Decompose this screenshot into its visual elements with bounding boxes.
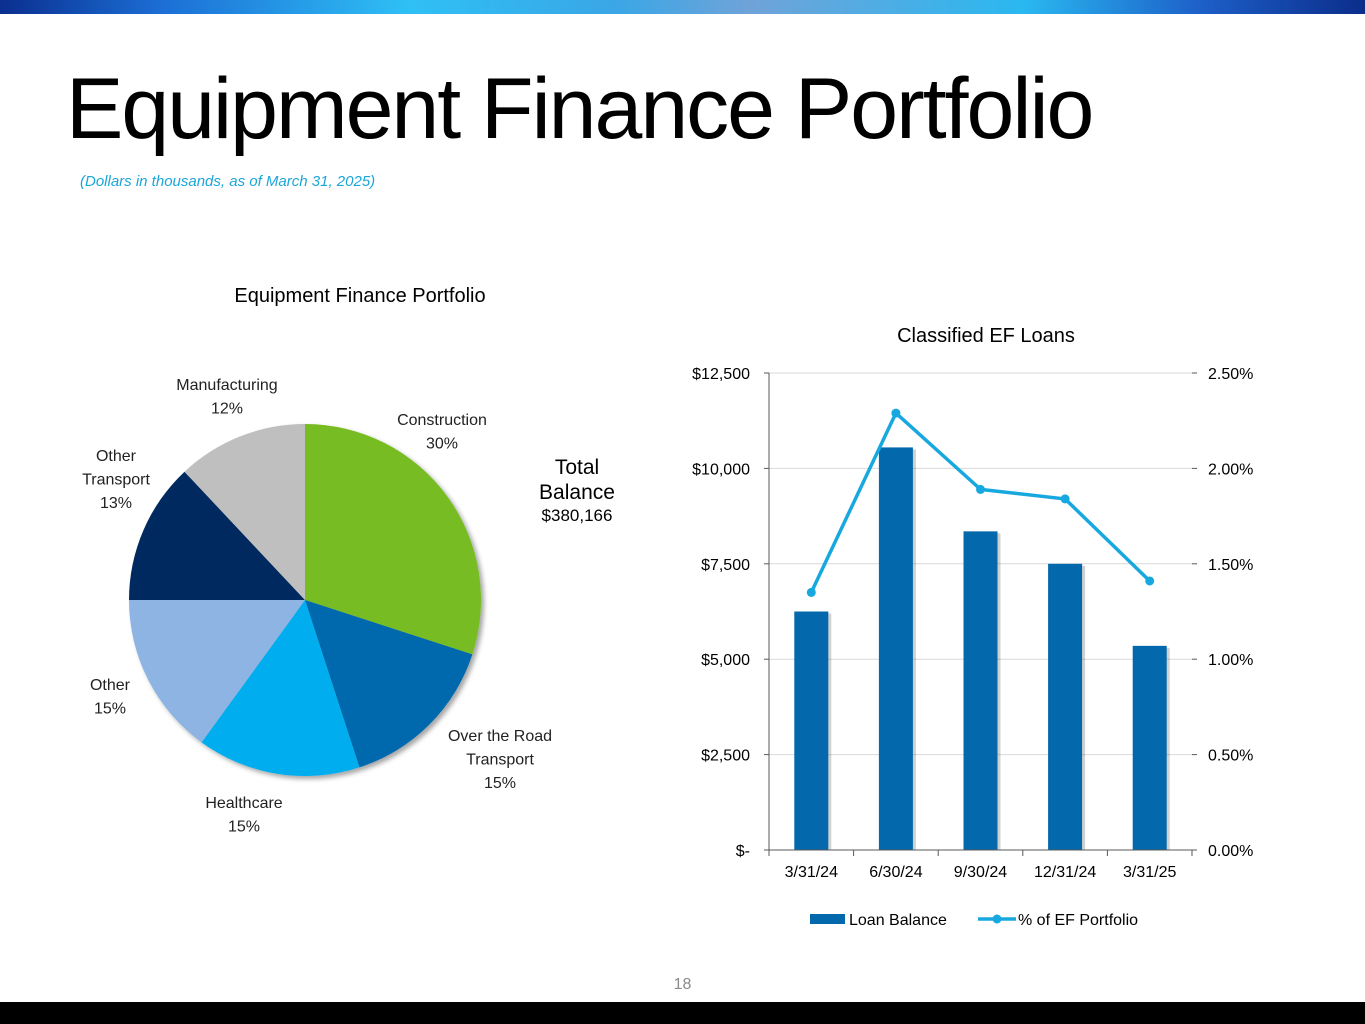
y-left-tick-label: $7,500 [701,557,750,574]
pie-label-manufacturing: Manufacturing 12% [176,377,277,418]
pie-label-over-the-road-transport: Over the Road Transport 15% [448,728,552,792]
page-title: Equipment Finance Portfolio [66,61,1094,157]
pie-label-other-transport: Other Transport 13% [82,448,150,512]
pie-label-healthcare: Healthcare 15% [205,795,282,836]
pie-slice-over-the-road-transport [305,600,473,768]
bar-6-30-24 [878,447,913,850]
x-tick-label: 3/31/24 [785,864,838,881]
y-right-tick-label: 1.50% [1208,557,1253,574]
y-left-tick-label: $12,500 [692,366,750,383]
y-right-tick-label: 1.00% [1208,652,1253,669]
x-tick-label: 3/31/25 [1123,864,1176,881]
bottom-bar [0,1002,1365,1024]
line-point-3-31-24 [806,587,816,597]
legend-marker-pct-ef-portfolio [992,914,1002,924]
top-accent-bar [0,0,1365,14]
legend-swatch-loan-balance [810,914,845,924]
pie-slice-healthcare [201,600,360,777]
line-point-3-31-25 [1145,576,1155,586]
total-balance-value: $380,166 [541,506,613,525]
pie-chart: Construction 30% Over the Road Transport 15%… [82,377,552,836]
line-point-9-30-24 [976,484,985,494]
page-number: 18 [673,976,692,993]
bar-3-31-24 [794,611,829,850]
line-point-12-31-24 [1060,494,1070,504]
x-tick-label: 12/31/24 [1034,864,1096,881]
y-left-tick-label: $10,000 [692,461,750,478]
pie-slice-manufacturing [184,424,305,600]
pie-slice-other [128,600,305,743]
pie-chart-title: Equipment Finance Portfolio [234,285,486,307]
y-right-tick-label: 0.50% [1208,748,1253,765]
x-tick-label: 9/30/24 [954,864,1007,881]
bar-9-30-24 [963,531,998,850]
x-tick-label: 6/30/24 [869,864,922,881]
y-left-tick-label: $2,500 [701,748,750,765]
bar-12-31-24 [1048,563,1083,850]
page-subtitle: (Dollars in thousands, as of March 31, 2… [80,173,376,190]
total-balance: Total Balance $380,166 [517,455,637,527]
legend-label-pct-ef-portfolio: % of EF Portfolio [1018,912,1138,929]
pie-slice-other-transport [129,471,305,600]
y-right-tick-label: 2.50% [1208,366,1253,383]
pie-label-other: Other 15% [90,677,131,718]
bar-chart-title: Classified EF Loans [897,325,1075,347]
y-right-tick-label: 0.00% [1208,843,1253,860]
y-left-tick-label: $- [736,843,750,860]
line-point-6-30-24 [891,408,901,418]
legend-label-loan-balance: Loan Balance [849,912,947,929]
y-right-tick-label: 2.00% [1208,461,1253,478]
pie-label-construction: Construction 30% [397,412,487,453]
y-left-tick-label: $5,000 [701,652,750,669]
classified-ef-loans-chart: Classified EF Loans $- $2,500 $5,000 $7,500… [692,325,1253,929]
total-balance-label: Total Balance [539,456,615,504]
pie-slice-construction [305,424,482,655]
bar-3-31-25 [1132,645,1167,850]
